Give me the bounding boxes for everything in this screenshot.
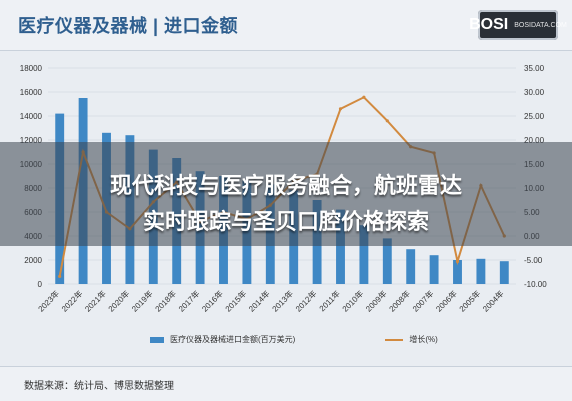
growth-point	[362, 95, 366, 99]
brand-logo: BOSI BOSIDATA.COM	[469, 10, 567, 40]
brand-subtitle: BOSIDATA.COM	[514, 21, 567, 29]
legend-item-bar: 医疗仪器及器械进口金额(百万美元)	[150, 334, 295, 345]
header: 医疗仪器及器械 | 进口金额 BOSI BOSIDATA.COM	[0, 0, 572, 51]
legend-item-line: 增长(%)	[385, 334, 438, 345]
x-tick-label: 2015年	[223, 288, 248, 313]
x-tick-label: 2012年	[293, 288, 318, 313]
growth-point	[455, 259, 460, 264]
y-right-tick-label: -5.00	[524, 256, 543, 265]
y-left-tick-label: 0	[38, 280, 43, 289]
y-right-tick-label: 35.00	[524, 64, 545, 73]
growth-point	[58, 274, 62, 278]
legend-swatch-line	[385, 338, 404, 341]
bar	[406, 249, 416, 284]
x-tick-label: 2021年	[83, 288, 108, 313]
x-tick-label: 2019年	[129, 288, 154, 313]
x-tick-label: 2016年	[200, 288, 225, 313]
x-tick-label: 2008年	[387, 288, 412, 313]
x-tick-label: 2023年	[36, 288, 61, 313]
y-right-tick-label: 30.00	[524, 88, 545, 97]
bar	[499, 261, 509, 284]
growth-point	[338, 107, 343, 111]
x-tick-label: 2020年	[106, 288, 131, 313]
y-left-tick-label: 14000	[20, 112, 43, 121]
y-left-tick-label: 18000	[20, 64, 43, 73]
x-tick-label: 2022年	[59, 288, 84, 313]
bar	[453, 260, 462, 284]
y-left-tick-label: 2000	[24, 256, 42, 265]
bar	[382, 238, 392, 284]
x-tick-label: 2017年	[176, 288, 201, 313]
footer: 数据来源：统计局、博思数据整理	[0, 366, 572, 401]
bar	[476, 258, 486, 284]
y-left-tick-label: 12000	[20, 136, 43, 145]
page-title: 医疗仪器及器械 | 进口金额	[18, 16, 239, 36]
legend-label-bar: 医疗仪器及器械进口金额(百万美元)	[170, 335, 296, 344]
y-right-tick-label: 20.00	[524, 136, 545, 145]
chart-legend: 医疗仪器及器械进口金额(百万美元) 增长(%)	[150, 334, 438, 345]
x-tick-label: 2007年	[410, 288, 435, 313]
legend-label-line: 增长(%)	[409, 335, 438, 344]
y-right-tick-label: 25.00	[524, 112, 545, 121]
x-tick-label: 2006年	[434, 288, 459, 313]
x-tick-label: 2014年	[246, 288, 271, 313]
growth-point	[385, 119, 389, 123]
bar	[359, 225, 369, 284]
x-tick-label: 2018年	[153, 288, 178, 313]
x-tick-label: 2004年	[480, 288, 505, 313]
headline-line-2: 实时跟踪与圣贝口腔价格探索	[142, 209, 429, 234]
x-tick-label: 2009年	[363, 288, 388, 313]
x-tick-label: 2010年	[340, 288, 365, 313]
data-source: 数据来源：统计局、博思数据整理	[24, 381, 174, 392]
x-tick-label: 2011年	[317, 288, 342, 313]
x-tick-label: 2013年	[270, 288, 295, 313]
headline-line-1: 现代科技与医疗服务融合，航班雷达	[109, 173, 462, 198]
legend-swatch-bar	[150, 336, 164, 343]
y-left-tick-label: 16000	[20, 88, 43, 97]
bar	[336, 209, 345, 284]
x-tick-label: 2005年	[457, 288, 482, 313]
y-right-tick-label: -10.00	[524, 280, 547, 289]
headline-overlay: 现代科技与医疗服务融合，航班雷达 实时跟踪与圣贝口腔价格探索	[0, 142, 572, 246]
bar	[429, 255, 439, 284]
brand-name: BOSI	[469, 16, 509, 33]
